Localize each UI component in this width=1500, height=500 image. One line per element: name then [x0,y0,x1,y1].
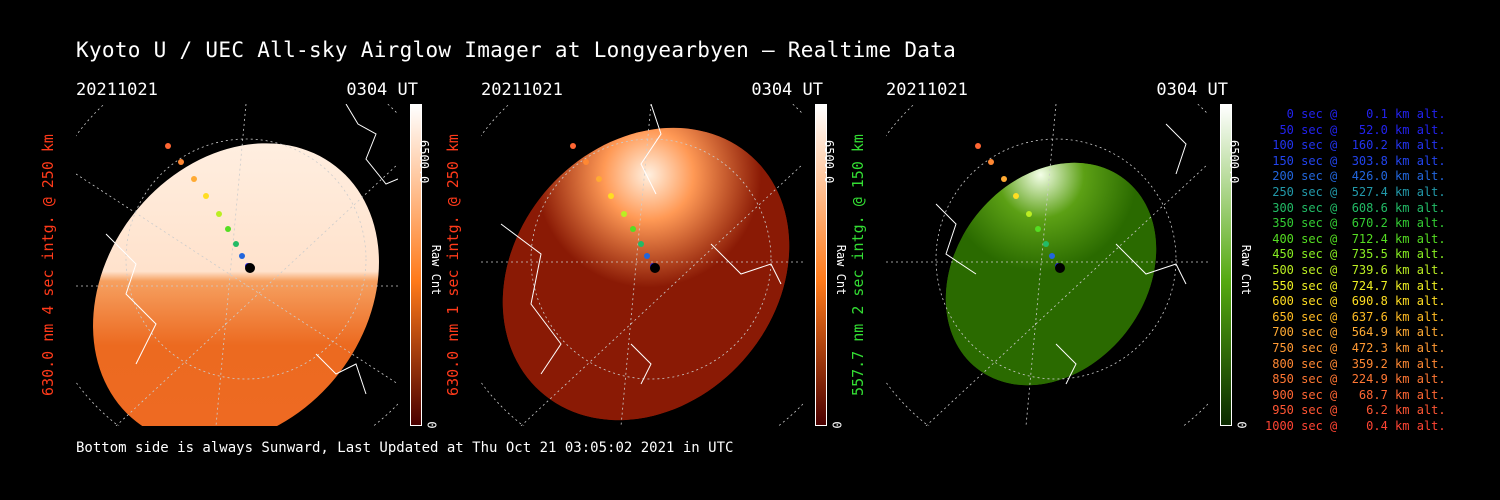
panel-time: 0304 UT [346,80,418,100]
allsky-image [76,104,398,426]
legend-item: 550 sec @ 724.7 km alt. [1265,278,1446,293]
wavelength-label: 630.0 nm 4 sec intg. @ 250 km [39,134,57,396]
legend-item: 350 sec @ 670.2 km alt. [1265,216,1446,231]
colorbar-min: 0 [1234,421,1249,429]
allsky-image-svg [886,104,1208,426]
legend-item: 800 sec @ 359.2 km alt. [1265,356,1446,371]
panel-time: 0304 UT [751,80,823,100]
legend-item: 50 sec @ 52.0 km alt. [1265,122,1446,137]
legend-item: 850 sec @ 224.9 km alt. [1265,372,1446,387]
grid-lines [481,104,803,426]
colorbar [815,104,827,426]
airglow-ellipse [902,120,1200,426]
colorbar-max: 6500.0 [417,140,431,184]
trajectory-dots [975,143,1065,273]
wavelength-label: 630.0 nm 1 sec intg. @ 250 km [444,134,462,396]
allsky-image [481,104,803,426]
legend-item: 500 sec @ 739.6 km alt. [1265,262,1446,277]
panel-date: 20211021 [886,80,968,100]
legend-item: 300 sec @ 608.6 km alt. [1265,200,1446,215]
coastline [105,104,398,395]
airglow-ellipse [76,104,398,426]
allsky-image-svg [481,104,803,426]
panel-630-4sec: 20211021 0304 UT [39,80,496,430]
legend-item: 0 sec @ 0.1 km alt. [1265,107,1446,121]
colorbar [410,104,422,426]
panel-time: 0304 UT [1156,80,1228,100]
colorbar-max: 6500.0 [822,140,836,184]
grid-lines [886,104,1208,426]
trajectory-dots [165,143,255,273]
legend-item: 950 sec @ 6.2 km alt. [1265,403,1446,418]
legend-item: 150 sec @ 303.8 km alt. [1265,153,1446,168]
panel-date: 20211021 [76,80,158,100]
coastline [935,123,1187,385]
wavelength-label: 557.7 nm 2 sec intg. @ 150 km [849,134,867,396]
colorbar [1220,104,1232,426]
legend-item: 900 sec @ 68.7 km alt. [1265,387,1446,402]
colorbar-min: 0 [424,421,439,429]
footer-note: Bottom side is always Sunward, Last Upda… [76,440,734,456]
colorbar-unit: Raw Cnt [429,244,443,296]
legend-item: 200 sec @ 426.0 km alt. [1265,169,1446,184]
legend-item: 1000 sec @ 0.4 km alt. [1265,418,1446,433]
legend-item: 100 sec @ 160.2 km alt. [1265,138,1446,153]
trajectory-dots [570,143,660,273]
legend-item: 450 sec @ 735.5 km alt. [1265,247,1446,262]
colorbar-unit: Raw Cnt [1239,244,1253,296]
page-title: Kyoto U / UEC All-sky Airglow Imager at … [76,38,957,62]
panel-630-1sec: 20211021 0304 UT [444,80,901,430]
legend-item: 250 sec @ 527.4 km alt. [1265,184,1446,199]
legend-item: 750 sec @ 472.3 km alt. [1265,340,1446,355]
panel-557-2sec: 20211021 0304 UT [849,80,1306,430]
legend-item: 650 sec @ 637.6 km alt. [1265,309,1446,324]
allsky-image [886,104,1208,426]
coastline [500,104,782,385]
airglow-ellipse [481,104,803,426]
colorbar-max: 6500.0 [1227,140,1241,184]
colorbar-unit: Raw Cnt [834,244,848,296]
allsky-image-svg [76,104,398,426]
colorbar-min: 0 [829,421,844,429]
altitude-legend: 0 sec @ 0.1 km alt. 50 sec @ 52.0 km alt… [1265,107,1446,434]
legend-item: 400 sec @ 712.4 km alt. [1265,231,1446,246]
legend-item: 600 sec @ 690.8 km alt. [1265,294,1446,309]
grid-lines [76,104,398,426]
panel-date: 20211021 [481,80,563,100]
legend-item: 700 sec @ 564.9 km alt. [1265,325,1446,340]
